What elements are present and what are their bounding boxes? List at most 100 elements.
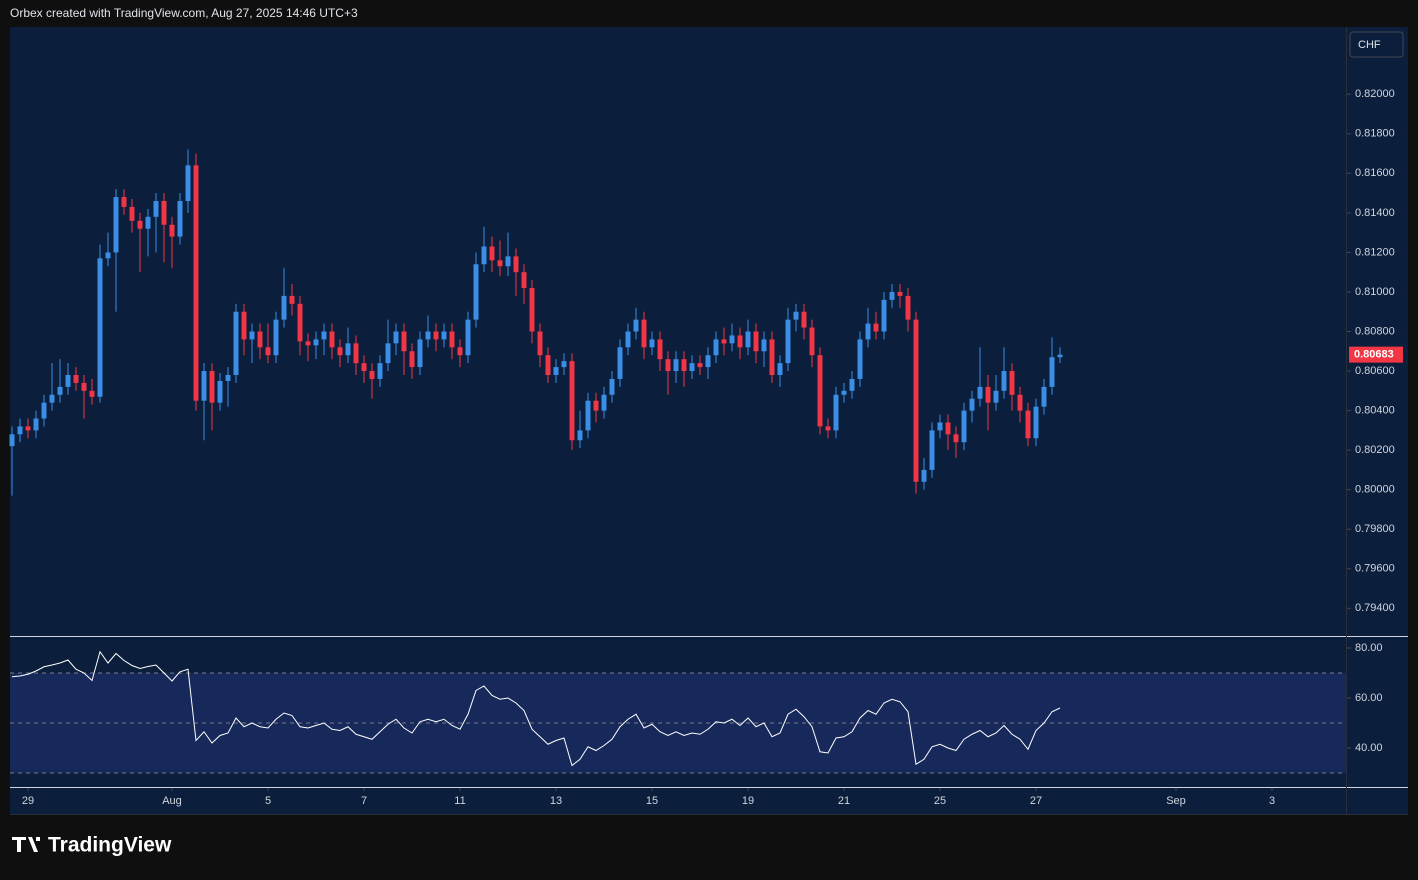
y-tick-label: 0.79600 (1355, 563, 1395, 575)
logo-icon (12, 837, 40, 852)
y-tick-label: 0.80600 (1355, 365, 1395, 377)
candle-body (809, 327, 815, 356)
x-tick-label: 13 (550, 795, 562, 807)
candle-body (393, 331, 399, 344)
candle-body (1033, 406, 1039, 439)
candle-body (1017, 394, 1023, 411)
candle-body (505, 256, 511, 267)
candle-body (49, 394, 55, 403)
y-tick-label: 0.81200 (1355, 246, 1395, 258)
y-tick-label: 0.80400 (1355, 404, 1395, 416)
x-tick-label: 27 (1030, 795, 1042, 807)
x-tick-label: 15 (646, 795, 658, 807)
y-tick-label: 60.00 (1355, 692, 1383, 704)
candle-body (377, 363, 383, 379)
header-title: Orbex created with TradingView.com, Aug … (10, 6, 358, 20)
candle-body (233, 311, 239, 375)
candle-body (33, 418, 39, 431)
candle-body (537, 331, 543, 356)
candle-body (257, 331, 263, 348)
last-price-tag (1349, 346, 1403, 363)
candle-body (25, 426, 31, 431)
candle-body (481, 246, 487, 265)
x-tick-label: 11 (454, 795, 465, 807)
candle-body (9, 434, 15, 447)
candle-body (457, 347, 463, 356)
candle-body (673, 359, 679, 372)
candle-body (817, 355, 823, 427)
candle-body (665, 359, 671, 372)
candle-body (417, 339, 423, 368)
candle-body (617, 347, 623, 379)
candle-body (689, 363, 695, 372)
x-tick-label: 19 (742, 795, 754, 807)
candle-body (769, 339, 775, 375)
candle-body (409, 351, 415, 368)
y-tick-label: 0.80200 (1355, 444, 1395, 456)
candle-body (977, 386, 983, 399)
candle-wick (11, 426, 13, 496)
candle-body (577, 430, 583, 441)
y-tick-label: 0.81000 (1355, 286, 1395, 298)
candle-body (993, 390, 999, 403)
candle-body (745, 331, 751, 348)
x-tick-label: Aug (162, 795, 182, 807)
candle-body (913, 319, 919, 482)
candle-body (865, 323, 871, 340)
candle-body (425, 331, 431, 340)
candle-body (193, 165, 199, 401)
candle-body (113, 197, 119, 253)
currency-button[interactable] (1349, 31, 1404, 58)
candle-body (529, 288, 535, 332)
candle-body (545, 355, 551, 375)
candle-body (785, 319, 791, 364)
candle-wick (51, 363, 53, 411)
candle-body (297, 303, 303, 342)
candle-body (657, 339, 663, 360)
candle-body (465, 319, 471, 356)
candle-body (849, 378, 855, 391)
last-price-label: 0.80683 (1354, 349, 1394, 361)
candle-body (369, 371, 375, 379)
candle-body (641, 319, 647, 348)
price-pane (10, 27, 1347, 637)
candle-body (737, 335, 743, 348)
candle-body (209, 371, 215, 403)
candle-body (857, 339, 863, 379)
currency-label[interactable]: CHF (1358, 39, 1381, 51)
candle-body (1049, 357, 1055, 387)
candle-body (569, 361, 575, 441)
candle-body (121, 197, 127, 207)
candle-body (761, 339, 767, 352)
candle-body (289, 295, 295, 304)
candle-body (441, 331, 447, 340)
candle-wick (579, 410, 581, 449)
candle-wick (147, 208, 149, 257)
candle-body (585, 400, 591, 431)
candle-body (889, 291, 895, 300)
candle-body (833, 394, 839, 431)
y-tick-label: 0.80000 (1355, 484, 1395, 496)
candle-body (777, 363, 783, 375)
candle-body (953, 434, 959, 443)
x-tick-label: 29 (22, 795, 34, 807)
candle-wick (83, 375, 85, 419)
candle-body (521, 272, 527, 288)
candle-body (721, 339, 727, 344)
candle-body (1041, 386, 1047, 407)
candle-body (145, 216, 151, 229)
candle-body (697, 363, 703, 368)
candle-body (265, 347, 271, 356)
candle-wick (979, 347, 981, 407)
x-tick-label: 5 (265, 795, 271, 807)
candle-body (937, 422, 943, 431)
y-tick-label: 40.00 (1355, 742, 1383, 754)
candle-body (593, 400, 599, 411)
x-axis-area (10, 787, 1347, 814)
logo: TradingView (12, 834, 172, 857)
candle-wick (267, 323, 269, 364)
candle-body (433, 331, 439, 340)
candle-body (41, 402, 47, 419)
candle-body (129, 206, 135, 221)
